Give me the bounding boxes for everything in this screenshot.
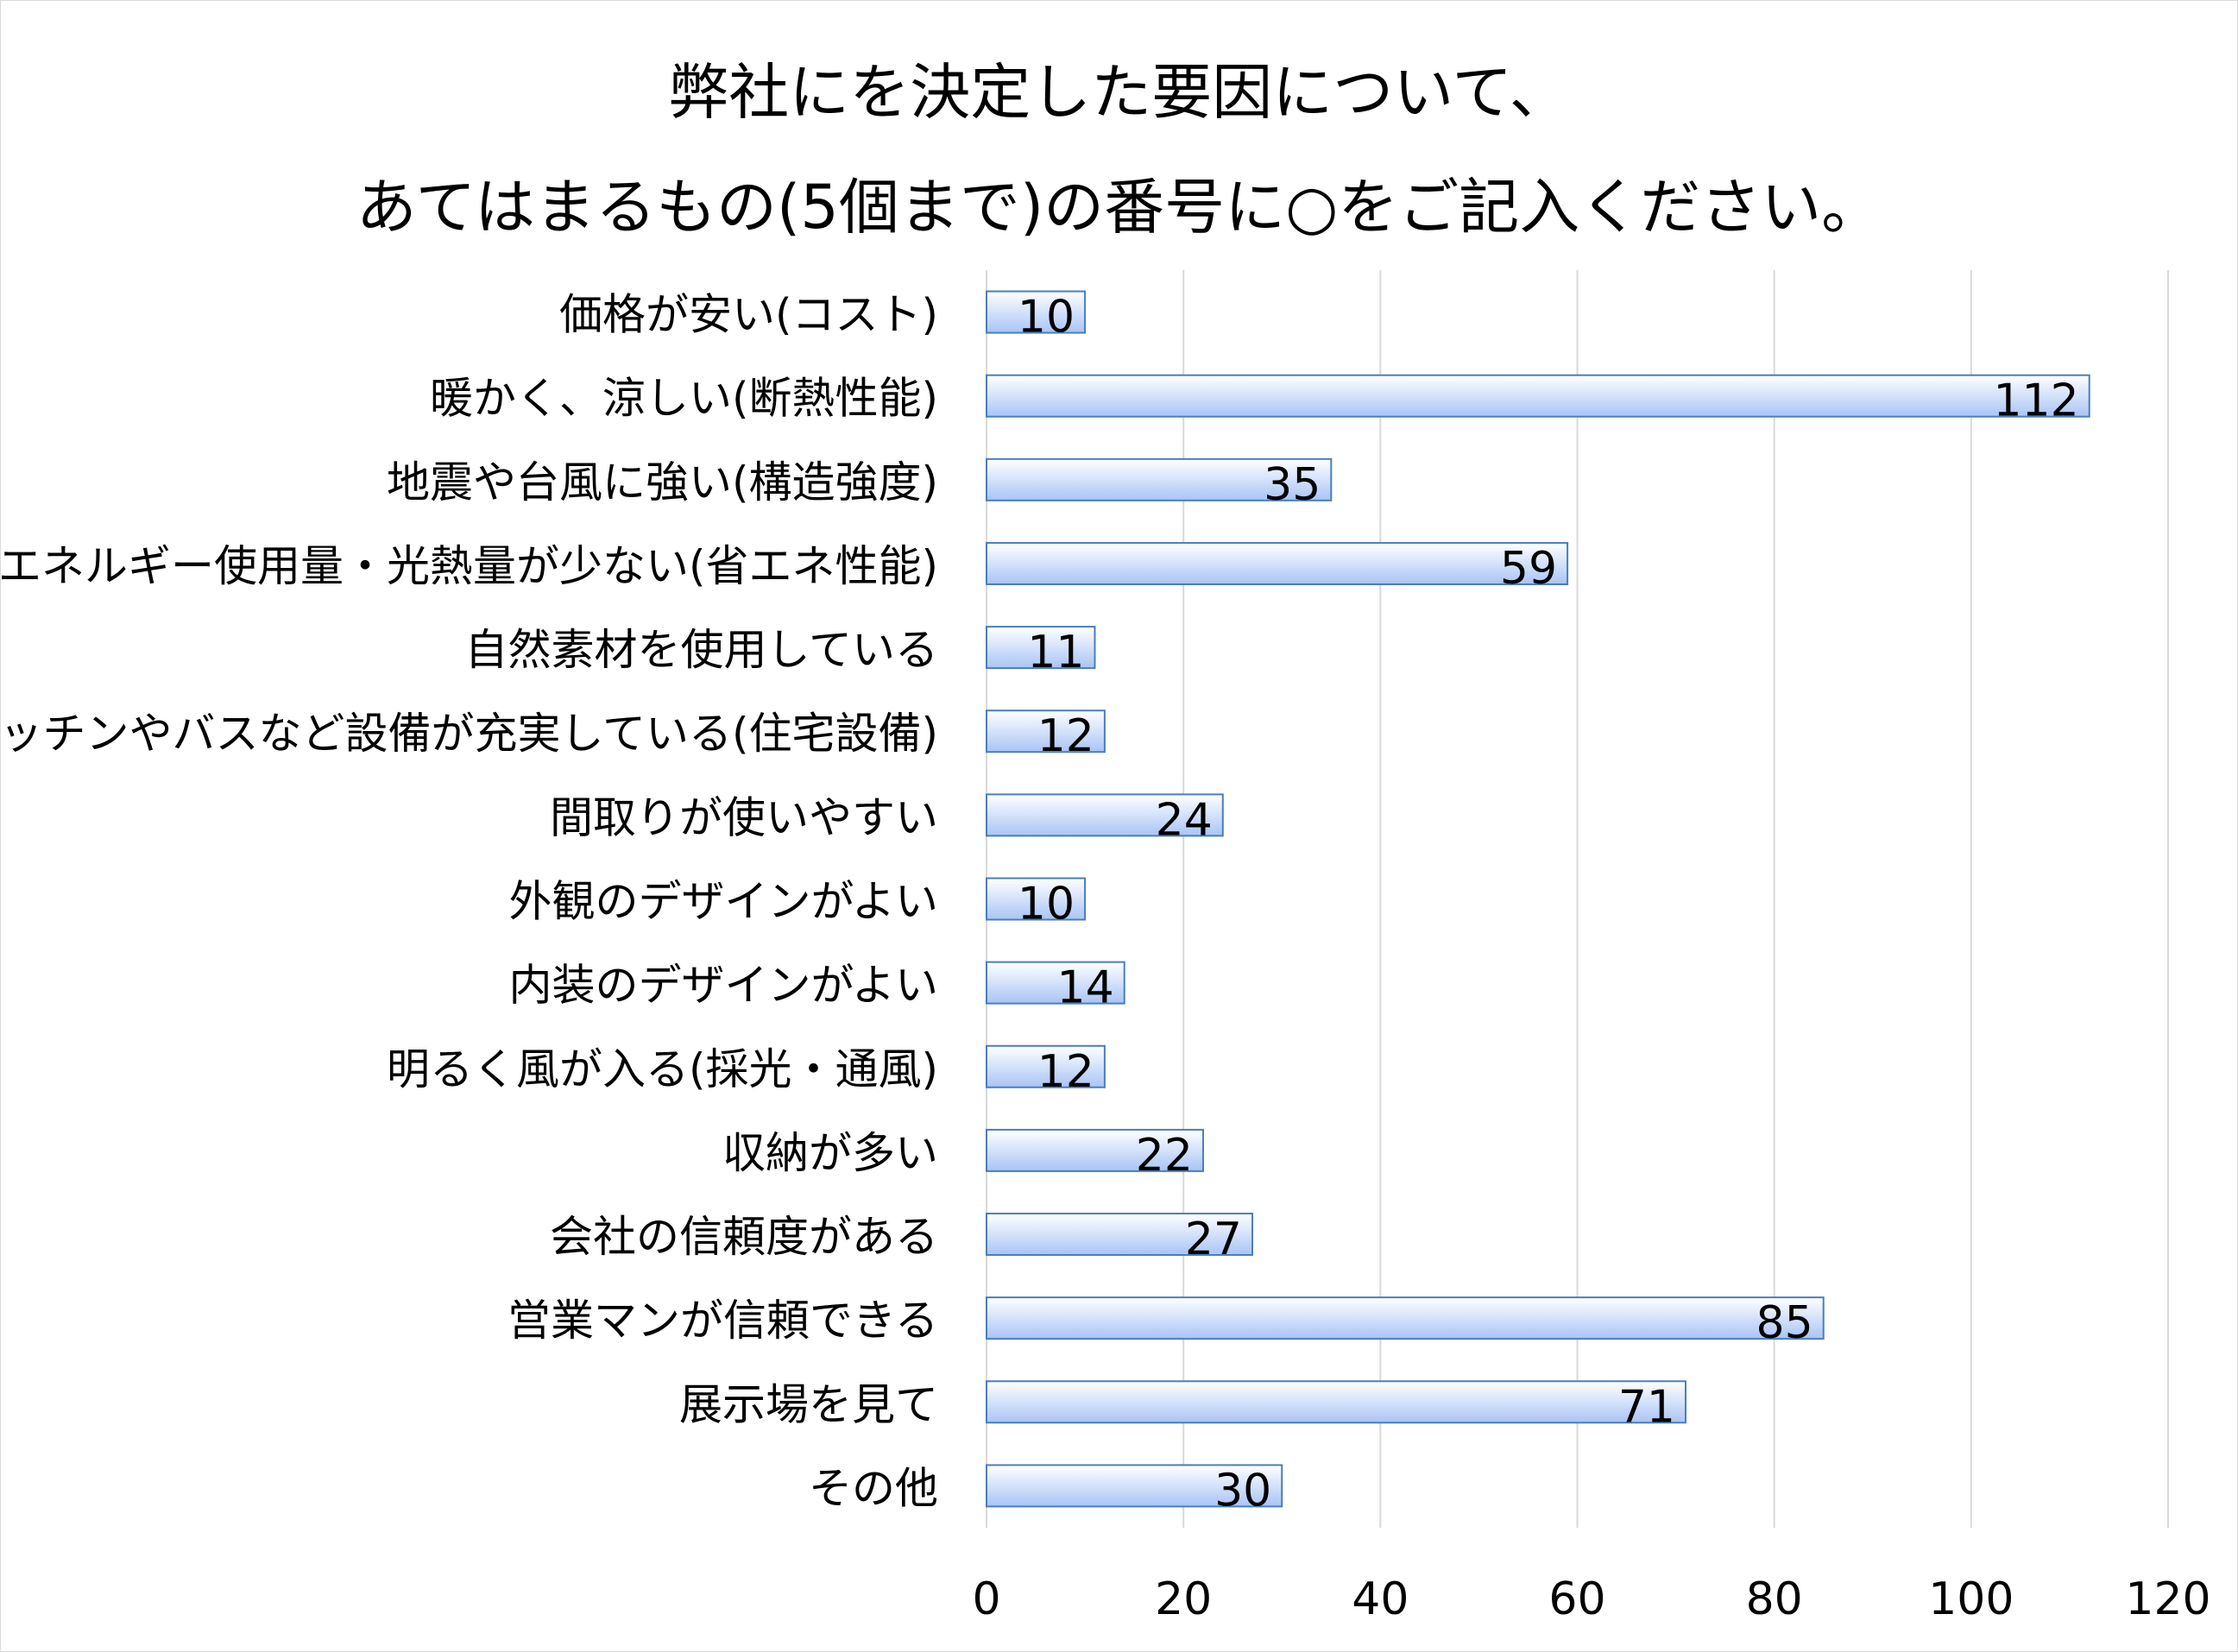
data-label: 85 [1756,1297,1813,1349]
x-tick-label: 80 [1746,1573,1803,1625]
bar [986,374,2090,418]
data-label: 24 [1156,794,1213,846]
data-label: 71 [1618,1381,1675,1433]
x-tick-label: 100 [1928,1573,2014,1625]
bar [986,793,1224,837]
bar [986,961,1125,1005]
data-label: 10 [1018,879,1075,930]
category-label: その他 [809,1463,938,1513]
chart-title-line-2: あてはまるもの(5個まで)の番号に○をご記入ください。 [356,172,1882,243]
category-label: 会社の信頼度がある [550,1212,938,1262]
category-label: エネルギー使用量・光熱量が少ない(省エネ性能) [0,541,938,591]
data-label: 14 [1057,962,1114,1014]
bar [986,1213,1254,1257]
bar [986,1464,1283,1508]
bar [986,541,1569,585]
category-label: 自然素材を使用している [465,625,939,675]
category-label: 外観のデザインがよい [509,877,939,927]
x-tick-label: 40 [1352,1573,1409,1625]
data-label: 10 [1018,292,1075,344]
data-label: 12 [1037,1046,1094,1098]
bar [986,457,1333,501]
bar [986,1128,1204,1172]
bar [986,1044,1106,1088]
chart-title-line-1: 弊社にを決定した要因について、 [668,57,1570,128]
data-label: 35 [1264,459,1321,511]
x-tick-label: 20 [1155,1573,1212,1625]
bar [986,626,1096,670]
category-label: 営業マンが信頼できる [507,1296,938,1346]
bars [986,290,2090,1508]
category-label: 間取りが使いやすい [550,792,938,842]
x-tick-label: 0 [972,1573,1000,1625]
data-label: 112 [1993,375,2078,427]
bar [986,1380,1686,1424]
data-label: 11 [1027,627,1084,678]
category-label: 価格が安い(コスト) [559,290,938,340]
x-tick-labels: 0 20 40 60 80 100 120 [972,1573,2210,1625]
data-label: 30 [1214,1465,1271,1516]
x-tick-label: 120 [2125,1573,2210,1625]
category-label: 収納が多い [722,1128,938,1178]
category-label: キッチンやバスなど設備が充実している(住宅設備) [0,709,938,759]
category-label: 展示場を見て [679,1379,938,1429]
bar [986,877,1087,921]
data-labels: 10 112 35 59 11 12 24 10 14 12 22 27 85 71 30 [1018,292,2079,1517]
data-label: 27 [1185,1214,1242,1265]
data-label: 59 [1500,543,1557,595]
category-label: 明るく風が入る(採光・通風) [387,1044,938,1094]
category-label: 内装のデザインがよい [509,961,939,1011]
bar [986,290,1087,334]
x-tick-label: 60 [1548,1573,1605,1625]
category-label: 暖かく、涼しい(断熱性能) [430,374,938,424]
bar [986,709,1106,753]
category-label: 地震や台風に強い(構造強度) [387,457,938,508]
data-label: 22 [1136,1130,1193,1182]
category-labels: 価格が安い(コスト) 暖かく、涼しい(断熱性能) 地震や台風に強い(構造強度) エネル… [0,290,938,1514]
bar [986,1296,1825,1340]
data-label: 12 [1037,710,1094,762]
